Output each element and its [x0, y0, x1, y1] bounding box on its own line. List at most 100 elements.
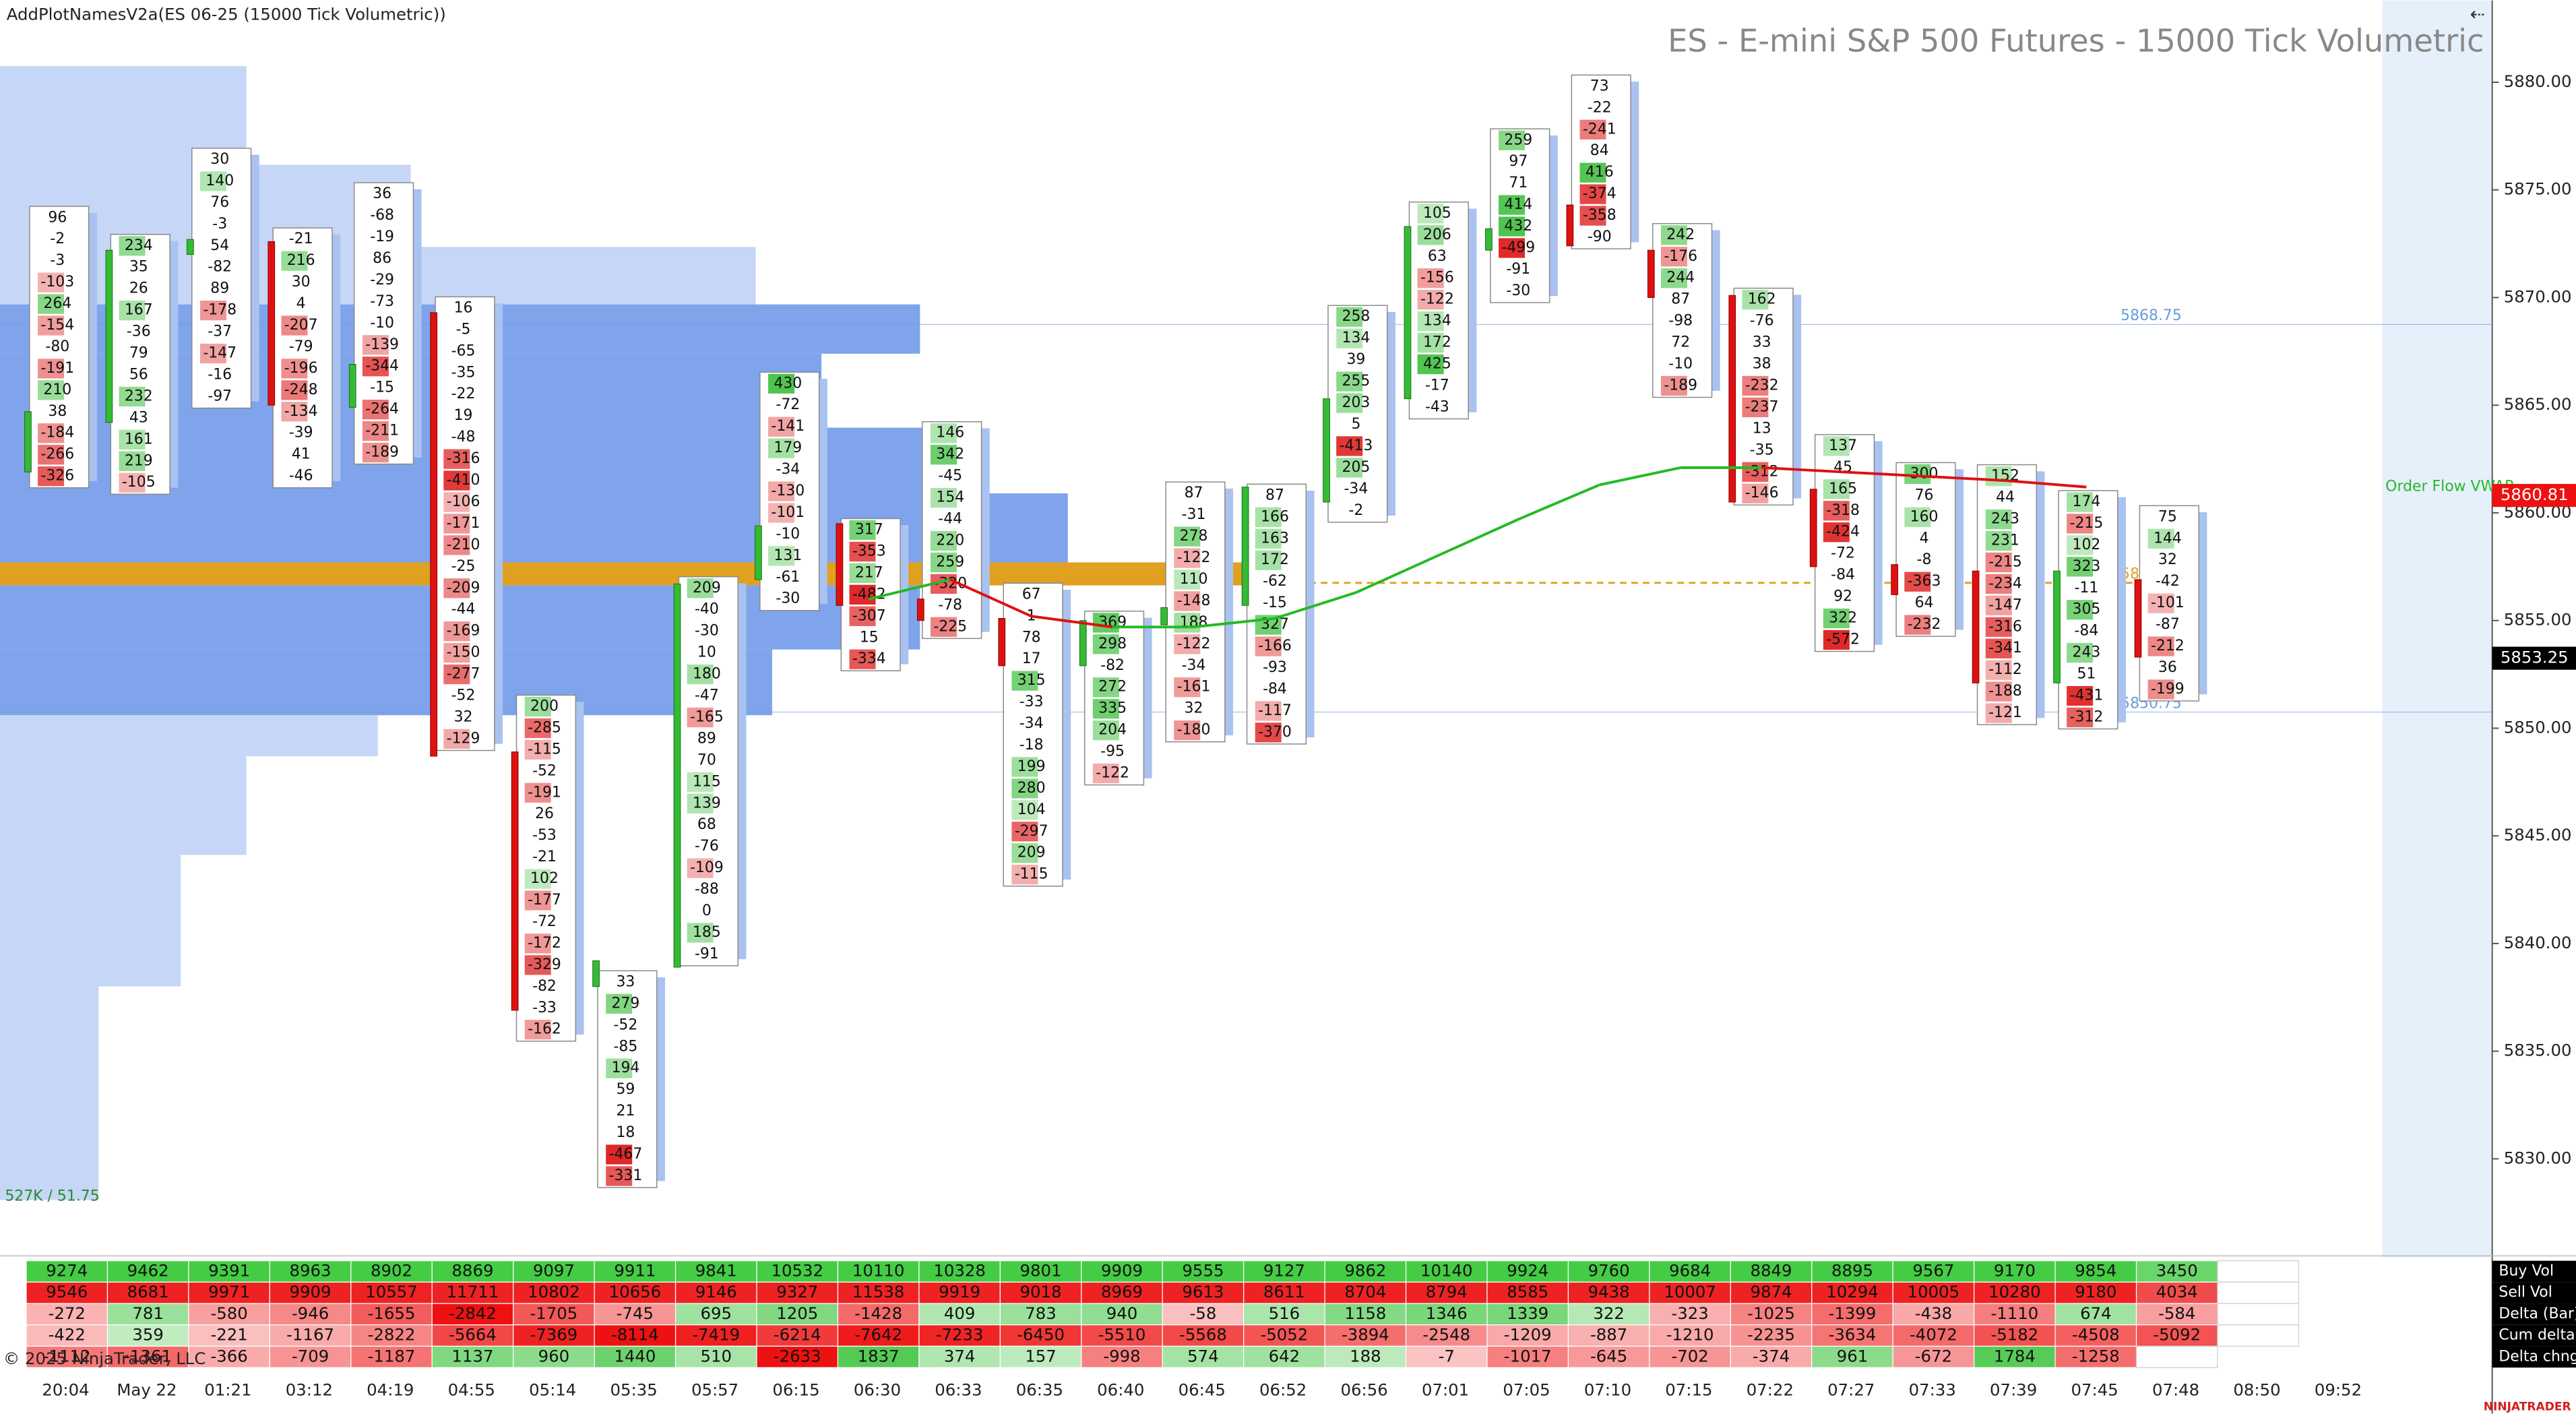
footprint-delta: 63: [1428, 248, 1447, 265]
footprint-cell: [1823, 522, 1850, 543]
candle-body: [348, 364, 356, 408]
footprint-delta: -180: [1177, 722, 1211, 739]
footprint-cell: [768, 546, 795, 566]
footprint-delta: -318: [1826, 502, 1860, 519]
stat-value: 9018: [1020, 1282, 1062, 1301]
footprint-delta: -130: [771, 483, 805, 499]
footprint-delta: 32: [1185, 700, 1203, 717]
footprint-delta: -30: [1506, 282, 1530, 299]
stat-value: 695: [701, 1303, 732, 1323]
stat-cell: [431, 1260, 514, 1283]
stat-value: -6450: [1017, 1325, 1065, 1345]
stat-value: -702: [1671, 1346, 1708, 1365]
footprint-delta: 87: [1265, 487, 1284, 503]
footprint-cell: [1823, 629, 1850, 650]
stat-row-name: Delta chng: [2499, 1348, 2576, 1365]
footprint-delta: 134: [1423, 313, 1451, 330]
price-box-label: 5853.25: [2501, 648, 2569, 667]
stat-value: -323: [1671, 1303, 1708, 1323]
stat-value: 8963: [290, 1261, 332, 1281]
footprint-delta: 258: [1342, 308, 1371, 325]
footprint-delta: 243: [1991, 511, 2019, 528]
footprint-delta: 36: [373, 185, 391, 202]
vwap-segment: [1437, 518, 1519, 557]
plot-area: 5830.00 5835.00 5840.00 5845.00 5850.00 5855.…: [0, 71, 2576, 1399]
stat-empty-cell: [2217, 1260, 2300, 1283]
footprint-cell: [1660, 375, 1687, 396]
stat-value: -672: [1915, 1346, 1952, 1365]
footprint-cell: [38, 466, 65, 487]
footprint-delta: 102: [2072, 536, 2100, 553]
footprint-delta: -90: [1588, 228, 1612, 245]
stat-value: -438: [1915, 1303, 1952, 1323]
stat-value: 9854: [2075, 1261, 2116, 1281]
price-box: [2492, 646, 2576, 670]
footprint-delta: 35: [129, 259, 148, 276]
footprint-cell: [1174, 548, 1201, 568]
footprint-delta: -134: [284, 403, 318, 420]
footprint-delta: -53: [532, 827, 557, 844]
vwap-segment: [1517, 483, 1600, 521]
stat-value: 9127: [1263, 1261, 1305, 1281]
footprint-cell: [2067, 642, 2094, 663]
stat-value: 8704: [1344, 1282, 1386, 1301]
footprint-delta: 137: [1829, 437, 1857, 454]
footprint-delta: 72: [1671, 334, 1690, 351]
volume-histogram: [1468, 208, 1477, 412]
x-tick-label: 06:45: [1179, 1380, 1226, 1399]
stat-value: 8902: [371, 1261, 412, 1281]
footprint-delta: -374: [1583, 185, 1616, 202]
stat-value: 10557: [365, 1282, 418, 1301]
footprint-cell: [362, 421, 389, 441]
footprint-delta: -178: [203, 302, 237, 319]
footprint-delta: -105: [122, 474, 156, 491]
footprint-delta: -172: [528, 935, 561, 952]
vwap-segment: [1599, 466, 1681, 487]
x-tick-label: 06:15: [772, 1380, 819, 1399]
footprint-delta: 21: [616, 1103, 635, 1119]
footprint-delta: -424: [1826, 524, 1860, 541]
footprint-cell: [930, 530, 957, 551]
stat-cell: [756, 1324, 839, 1347]
footprint-delta: -65: [451, 342, 476, 359]
back-button[interactable]: ⇠: [2470, 4, 2484, 25]
footprint-cell: [1417, 204, 1444, 224]
profile-label: 527K / 51.75: [5, 1188, 99, 1205]
footprint-cell: [930, 445, 957, 465]
footprint-delta: -191: [40, 360, 74, 377]
y-tick-label: 5835.00: [2504, 1041, 2572, 1060]
footprint-delta: -122: [1177, 636, 1211, 652]
footprint-delta: 59: [616, 1081, 635, 1098]
footprint-cell: [524, 1020, 551, 1040]
footprint-delta: 33: [616, 973, 635, 990]
footprint-delta: 26: [129, 280, 148, 297]
footprint-delta: -8: [1917, 551, 1932, 568]
stat-cell: [999, 1281, 1082, 1304]
stat-cell: [674, 1345, 757, 1368]
footprint-cell: [768, 438, 795, 458]
footprint-delta: 89: [210, 280, 229, 297]
footprint-delta: 167: [125, 302, 153, 319]
volume-histogram: [1711, 230, 1720, 391]
stat-value: 322: [1593, 1303, 1625, 1323]
footprint-cell: [38, 445, 65, 465]
stat-value: -1655: [368, 1303, 416, 1323]
footprint-delta: -34: [1019, 715, 1044, 732]
footprint-delta: 243: [2072, 644, 2100, 661]
footprint-cell: [606, 1058, 633, 1078]
stat-cell: [350, 1324, 433, 1347]
vwap-segment: [2005, 479, 2087, 489]
footprint-delta: -572: [1826, 631, 1860, 648]
stat-cell: [188, 1260, 270, 1283]
footprint-delta: 17: [1022, 650, 1041, 667]
price-box: [2492, 484, 2576, 508]
footprint-cell: [2067, 492, 2094, 512]
stat-cell: [594, 1324, 677, 1347]
footprint-delta: -22: [451, 386, 476, 402]
stat-value: -1210: [1666, 1325, 1714, 1345]
footprint-delta: 172: [1423, 334, 1451, 351]
vwap-segment: [1924, 474, 2006, 482]
stat-value: 1137: [451, 1346, 493, 1365]
stat-cell: [837, 1281, 920, 1304]
footprint-delta: -15: [370, 379, 394, 396]
